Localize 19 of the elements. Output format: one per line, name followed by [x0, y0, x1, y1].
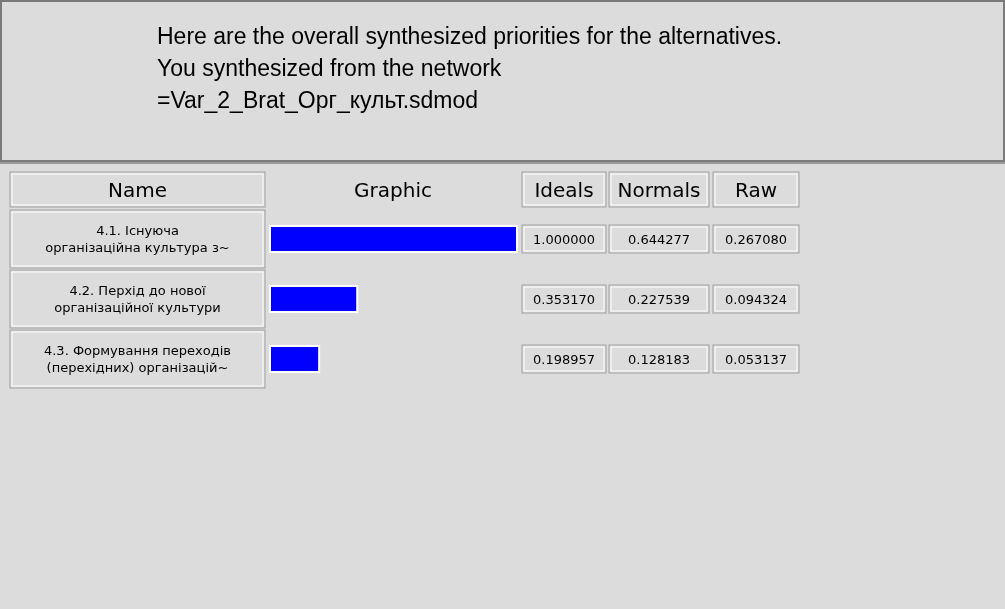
- text: Raw: [734, 177, 778, 202]
- text: 1.000000: [532, 231, 596, 247]
- text: Normals: [617, 177, 701, 202]
- text: 0.353170: [532, 291, 596, 307]
- text: 0.198957: [532, 351, 596, 367]
- text: 0.128183: [627, 351, 691, 367]
- y-tick-label: 4.3. Формування переходів (перехідних) організацій~: [43, 343, 232, 375]
- chart-subtitle: =Var_2_Brat_Орг_культ.sdmod: [157, 87, 479, 113]
- y-axis-title: Name: [107, 177, 168, 202]
- legend-label: Ideals: [534, 177, 594, 202]
- text: 0.267080: [724, 231, 788, 247]
- y-tick-label: 4.1. Існуюча організаційна культура з~: [45, 223, 230, 255]
- text: 0.644277: [627, 231, 691, 247]
- y-tick-label: 4.2. Перхід до нової організаційної культури: [54, 283, 221, 315]
- x-axis-title: Graphic: [354, 178, 432, 202]
- text: 0.053137: [724, 351, 788, 367]
- text: 0.094324: [724, 291, 788, 307]
- chart-title: Here are the overall synthesized priorities for the alternatives. You synthesized from the network: [157, 23, 789, 81]
- text: 0.227539: [627, 291, 691, 307]
